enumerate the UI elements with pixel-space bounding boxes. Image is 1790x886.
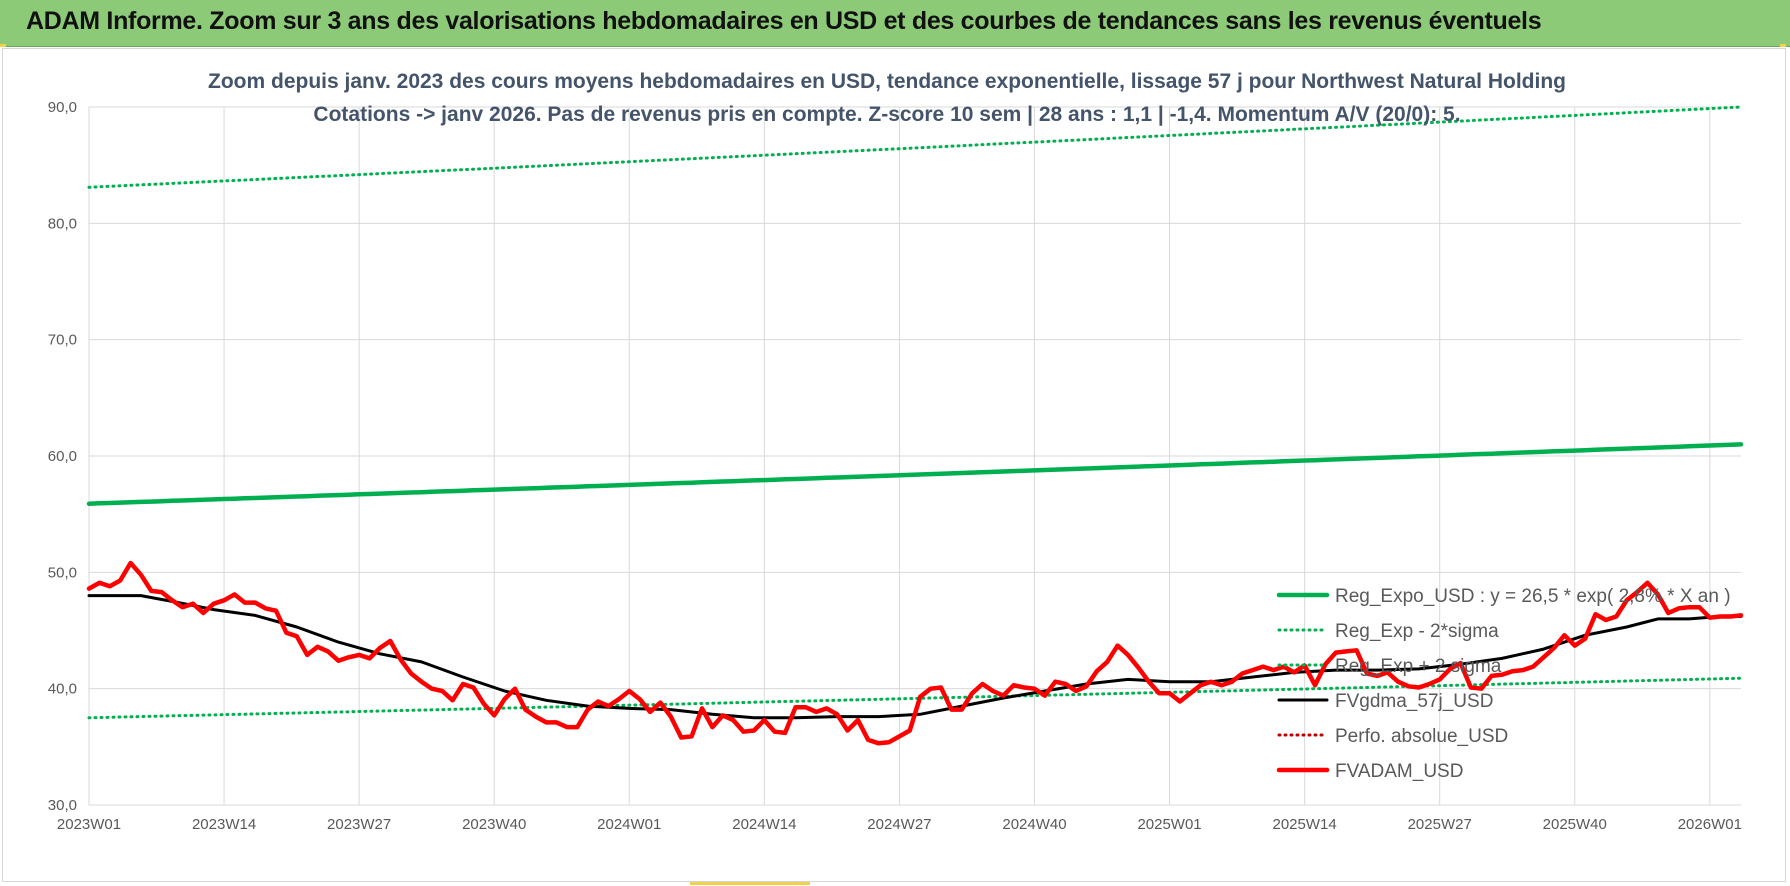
x-tick-label: 2025W01 <box>1137 816 1201 833</box>
chart-title-line-2: Cotations -> janv 2026. Pas de revenus p… <box>313 103 1460 126</box>
y-tick-label: 80,0 <box>48 215 77 232</box>
legend: Reg_Expo_USD : y = 26,5 * exp( 2,8% * X … <box>1276 586 1731 782</box>
y-tick-label: 40,0 <box>48 681 77 698</box>
series-line-0 <box>86 442 1744 506</box>
legend-label: FVgdma_57j_USD <box>1335 691 1493 712</box>
y-tick-label: 90,0 <box>48 99 77 116</box>
series-layer <box>86 105 1744 746</box>
x-tick-label: 2024W27 <box>867 816 931 833</box>
series-line-1 <box>87 676 1743 720</box>
x-tick-label: 2023W27 <box>327 816 391 833</box>
y-tick-label: 70,0 <box>48 332 77 349</box>
y-tick-label: 50,0 <box>48 564 77 581</box>
corner-mark-left <box>0 44 6 47</box>
axis-layer: 30,0 40,0 50,0 60,0 70,0 80,0 90,0 2023W01 2023W… <box>48 99 1742 833</box>
x-tick-label: 2025W40 <box>1543 816 1607 833</box>
chart-panel: Zoom depuis janv. 2023 des cours moyens … <box>2 48 1786 882</box>
series-line-2 <box>87 105 1743 189</box>
x-tick-label: 2026W01 <box>1678 816 1742 833</box>
legend-label: Perfo. absolue_USD <box>1335 726 1508 747</box>
y-tick-label: 30,0 <box>48 797 77 814</box>
x-tick-label: 2023W14 <box>192 816 256 833</box>
legend-label: Reg_Exp - 2*sigma <box>1335 621 1499 642</box>
x-tick-label: 2024W40 <box>1002 816 1066 833</box>
x-tick-label: 2025W27 <box>1408 816 1472 833</box>
banner-title: ADAM Informe. Zoom sur 3 ans des valoris… <box>26 7 1542 35</box>
bottom-mark <box>690 882 810 885</box>
chart-title-line-1: Zoom depuis janv. 2023 des cours moyens … <box>208 70 1566 93</box>
chart-title: Zoom depuis janv. 2023 des cours moyens … <box>208 70 1566 126</box>
x-tick-label: 2024W14 <box>732 816 796 833</box>
corner-mark-right <box>1780 44 1786 47</box>
series-line-5 <box>86 560 1744 746</box>
legend-label: FVADAM_USD <box>1335 761 1463 782</box>
chart-svg: Zoom depuis janv. 2023 des cours moyens … <box>48 70 1744 833</box>
legend-label: Reg_Exp + 2 sigma <box>1335 656 1502 677</box>
x-tick-label: 2025W14 <box>1273 816 1337 833</box>
x-tick-label: 2023W01 <box>57 816 121 833</box>
header-banner: ADAM Informe. Zoom sur 3 ans des valoris… <box>0 0 1790 47</box>
x-tick-label: 2024W01 <box>597 816 661 833</box>
x-tick-label: 2023W40 <box>462 816 526 833</box>
legend-label: Reg_Expo_USD : y = 26,5 * exp( 2,8% * X … <box>1335 586 1731 607</box>
y-tick-label: 60,0 <box>48 448 77 465</box>
